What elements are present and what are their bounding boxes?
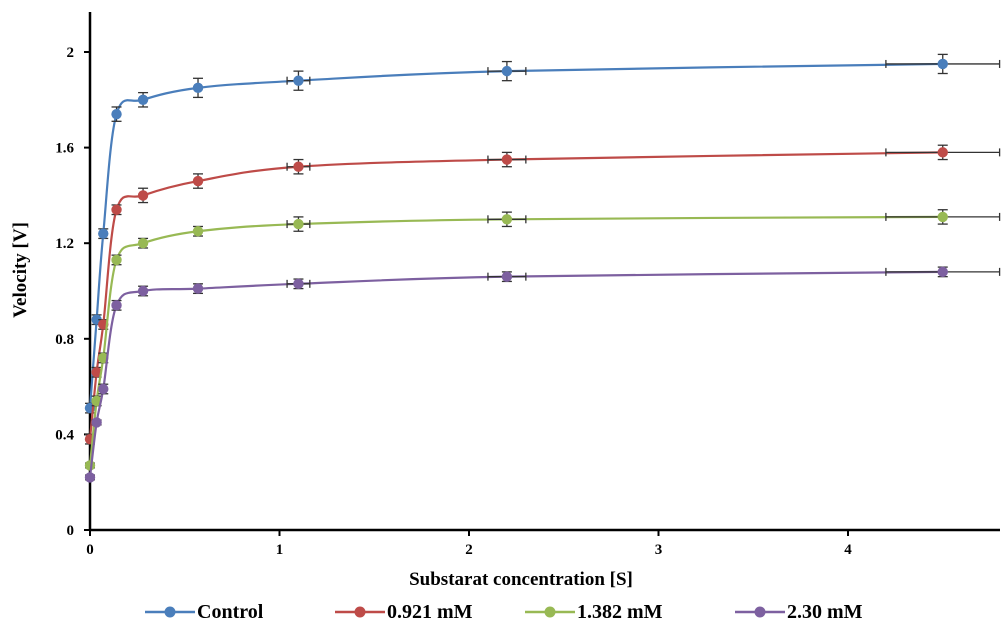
x-tick-label-0: 0 [86, 542, 94, 558]
data-point [192, 82, 204, 94]
legend-marker [754, 606, 766, 618]
data-point [501, 65, 513, 77]
series-2 [84, 209, 1001, 471]
axes [88, 12, 1000, 532]
data-point [937, 58, 948, 70]
data-point [111, 204, 122, 215]
data-point [192, 175, 204, 187]
data-point [91, 417, 102, 428]
data-point [98, 383, 109, 395]
data-point [137, 285, 149, 297]
series-line-3 [88, 270, 943, 478]
y-ticks: 0 0.4 0.8 1.2 1.6 2 [55, 45, 90, 539]
data-point [91, 367, 102, 378]
data-point [293, 75, 304, 86]
series-1 [84, 144, 1001, 445]
legend-label: 0.921 mM [387, 601, 473, 623]
legend-label: 1.382 mM [577, 601, 663, 623]
y-axis-title: Velocity [V] [10, 222, 31, 318]
legend-item-2: 1.382 mM [525, 601, 663, 623]
data-point [98, 228, 109, 239]
legend: Control 0.921 mM 1.382 mM 2.30 mM [145, 601, 863, 623]
legend-marker [354, 606, 366, 618]
x-tick-label-1: 1 [276, 542, 284, 558]
legend-label: 2.30 mM [787, 601, 863, 623]
series-3 [84, 266, 1001, 483]
x-ticks: 0 1 2 3 4 [86, 530, 852, 558]
data-point [501, 154, 513, 165]
data-point [192, 283, 204, 294]
x-tick-label-2: 2 [465, 542, 473, 558]
x-tick-label-4: 4 [844, 542, 852, 558]
x-axis-title: Substarat concentration [S] [409, 569, 633, 590]
y-tick-label-1.6: 1.6 [55, 141, 74, 157]
legend-label: Control [197, 601, 264, 623]
data-point [137, 190, 149, 201]
legend-item-0: Control [145, 601, 264, 623]
y-tick-label-0.4: 0.4 [55, 427, 74, 443]
series-line-1 [88, 151, 943, 440]
legend-item-3: 2.30 mM [735, 601, 863, 623]
data-point [937, 266, 948, 278]
data-point [137, 94, 149, 106]
y-tick-label-2: 2 [67, 45, 75, 61]
data-point [293, 218, 304, 230]
x-tick-label-3: 3 [655, 542, 663, 558]
data-point [111, 300, 122, 311]
series-0 [84, 53, 1001, 414]
series-layer [84, 53, 1001, 483]
data-point [501, 271, 513, 282]
data-point [111, 108, 122, 120]
data-point [111, 254, 122, 266]
data-point [937, 211, 948, 223]
series-line-0 [88, 62, 943, 409]
series-line-2 [88, 215, 943, 466]
y-tick-label-0.8: 0.8 [55, 332, 74, 348]
data-point [192, 226, 204, 237]
data-point [84, 472, 96, 483]
data-point [937, 147, 948, 158]
y-tick-label-1.2: 1.2 [55, 236, 74, 252]
y-tick-label-0: 0 [67, 523, 75, 539]
data-point [501, 214, 513, 225]
data-point [91, 395, 102, 407]
legend-marker [164, 606, 176, 618]
data-point [137, 238, 149, 249]
data-point [293, 278, 304, 290]
data-point [293, 161, 304, 172]
legend-marker [544, 606, 556, 618]
legend-item-1: 0.921 mM [335, 601, 473, 623]
